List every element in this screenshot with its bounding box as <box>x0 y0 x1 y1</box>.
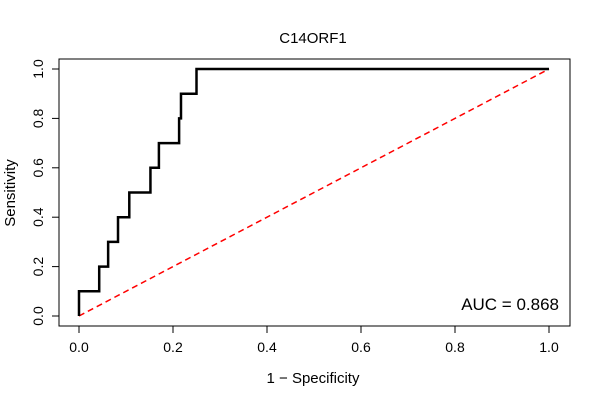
x-tick-label: 0.0 <box>69 339 89 355</box>
y-axis-label: Sensitivity <box>2 159 19 227</box>
chance-line <box>78 68 550 317</box>
y-tick-label: 0.8 <box>30 108 46 128</box>
y-tick-label: 0.4 <box>30 207 46 227</box>
x-tick-label: 0.4 <box>257 339 277 355</box>
y-tick-label: 0.6 <box>30 158 46 178</box>
x-tick-label: 0.6 <box>351 339 371 355</box>
x-tick-label: 0.8 <box>445 339 465 355</box>
auc-annotation: AUC = 0.868 <box>461 295 559 314</box>
x-tick-label: 0.2 <box>163 339 183 355</box>
series-group <box>77 67 550 317</box>
roc-curve <box>77 67 549 316</box>
x-axis: 0.0 0.2 0.4 0.6 0.8 1.0 <box>69 325 559 355</box>
x-axis-label: 1 − Specificity <box>267 370 360 387</box>
y-tick-label: 0.2 <box>30 257 46 277</box>
y-tick-label: 0.0 <box>30 306 46 326</box>
y-tick-label: 1.0 <box>30 59 46 79</box>
chart-title: C14ORF1 <box>279 30 347 47</box>
x-tick-label: 1.0 <box>539 339 559 355</box>
y-axis: 0.0 0.2 0.4 0.6 0.8 1.0 <box>30 59 60 326</box>
